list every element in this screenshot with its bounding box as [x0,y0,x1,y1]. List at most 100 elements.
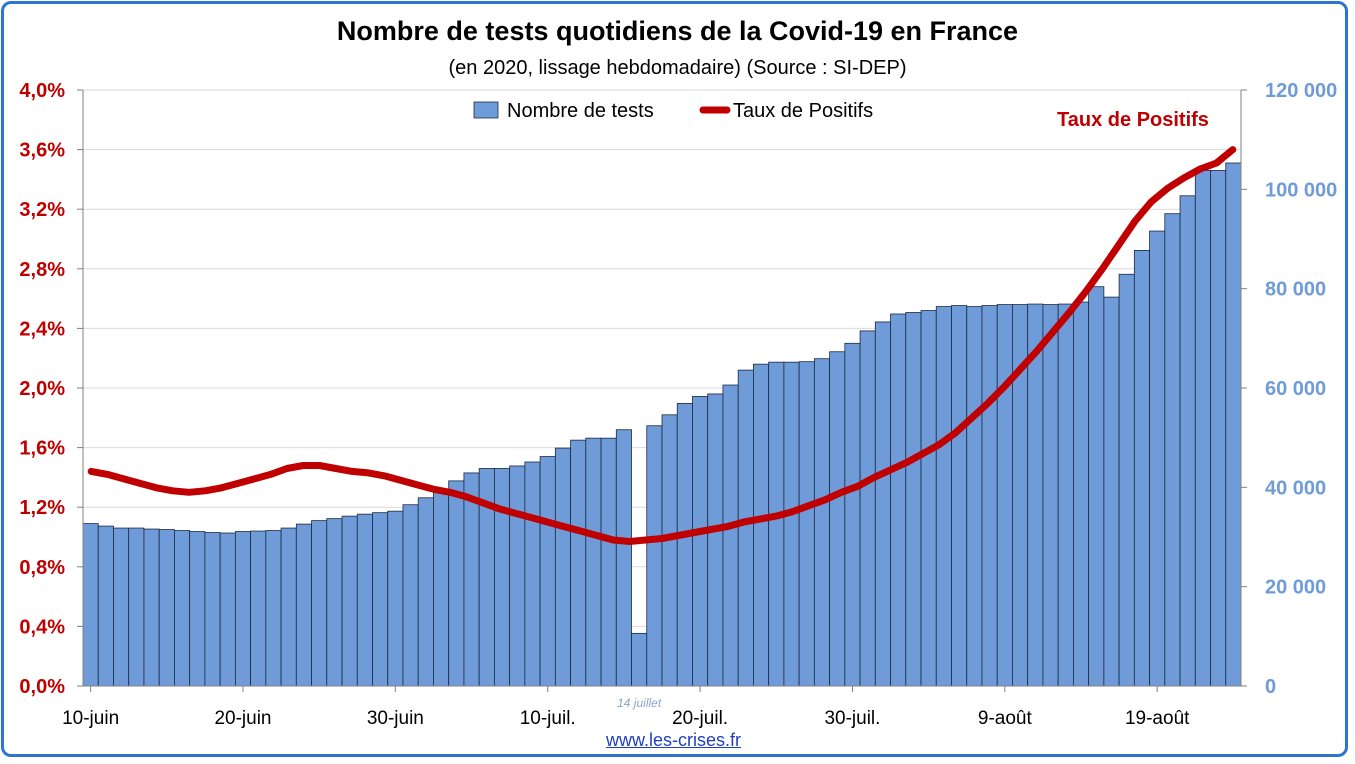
bar [539,456,556,687]
bar [1149,230,1166,687]
y-right-tick-label: 0 [1265,676,1276,698]
bar [219,532,236,687]
x-tick-label: 20-juin [214,708,271,729]
y-left-tick-label: 3,2% [19,199,65,221]
bar [356,513,373,687]
legend-label-bars: Nombre de tests [507,100,654,122]
bar [707,393,724,687]
bar [1103,296,1120,687]
bar [280,527,297,687]
bar [387,510,404,687]
bar [143,528,160,687]
bar [97,525,114,687]
bar [250,530,267,687]
y-left-tick-label: 1,2% [19,497,65,519]
bar [554,447,571,687]
chart-title: Nombre de tests quotidiens de la Covid-1… [336,16,1019,46]
bar [829,351,846,687]
y-left-tick-label: 0,4% [19,616,65,638]
bar [935,306,952,687]
y-right-tick-label: 80 000 [1265,279,1326,301]
bar [295,523,312,687]
bar [676,402,693,687]
bar [585,437,602,687]
legend-swatch-bars [473,101,499,119]
bar [615,429,632,687]
bar [905,312,922,687]
bar [996,304,1013,687]
bar [311,520,328,687]
bar [890,313,907,687]
bar [1088,286,1105,687]
x-tick-label: 10-juil. [520,708,576,729]
bar [600,437,617,687]
bar [661,414,678,687]
x-tick-label: 10-juin [62,708,119,729]
bar [1133,250,1150,687]
bar [631,632,648,687]
y-left-tick-label: 1,6% [19,438,65,460]
bar [783,361,800,687]
x-tick-label: 30-juil. [824,708,880,729]
bar [524,461,541,687]
bar [1072,301,1090,687]
bar [204,532,221,687]
bar [113,527,130,687]
legend-label-line: Taux de Positifs [733,100,873,122]
bar [1194,170,1211,687]
x-tick-label: 30-juin [367,708,424,729]
bar [174,530,191,687]
bar [189,531,206,687]
bar [493,468,511,687]
bar [981,305,998,687]
bar [82,523,99,687]
y-left-tick-label: 2,0% [19,378,65,400]
x-tick-label: 19-août [1125,708,1190,729]
y-left-tick-label: 0,0% [19,676,65,698]
bar [448,480,465,687]
y-right-tick-label: 120 000 [1265,80,1337,102]
y-left-tick-label: 0,8% [19,557,65,579]
annotation-14-juillet: 14 juillet [617,696,662,710]
bar [1118,273,1135,687]
line-taux-de-positifs [87,146,1237,545]
bar [966,306,983,687]
bar [1164,213,1181,687]
bar [722,384,739,687]
chart-subtitle: (en 2020, lissage hebdomadaire) (Source … [448,57,907,79]
bar [570,439,587,687]
credit-link[interactable]: www.les-crises.fr [606,730,742,750]
bar [1042,304,1059,687]
bar [737,369,754,687]
bar [798,361,815,687]
bar [509,465,526,687]
line-annotation: Taux de Positifs [1057,109,1209,131]
bar [646,425,663,687]
bar [417,497,434,687]
bar [692,396,709,687]
y-left-tick-label: 2,4% [19,318,65,340]
y-left-tick-label: 4,0% [19,80,65,102]
y-right-tick-label: 20 000 [1265,577,1326,599]
bar [433,489,450,687]
bar [951,305,968,687]
bar [753,363,770,687]
bar [234,531,252,687]
y-right-tick-label: 60 000 [1265,378,1326,400]
y-right-tick-label: 100 000 [1265,179,1337,201]
bar [158,529,175,687]
bar [402,504,419,687]
bar [372,512,389,687]
bar [1057,303,1074,687]
bar [874,321,891,687]
bar [844,342,861,687]
y-right-tick-label: 40 000 [1265,477,1326,499]
bar [813,358,831,687]
bar [128,527,145,687]
bar [463,472,480,687]
bar [265,530,282,687]
y-left-tick-label: 2,8% [19,259,65,281]
x-tick-label: 9-août [978,708,1033,729]
bar [1210,170,1227,687]
